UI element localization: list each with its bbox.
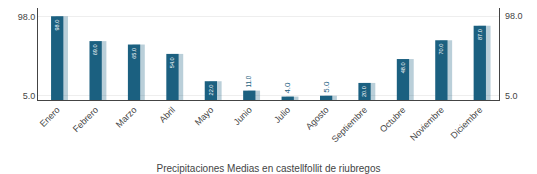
svg-text:69.0: 69.0 <box>92 45 98 56</box>
svg-text:54.0: 54.0 <box>169 57 175 68</box>
svg-text:65.0: 65.0 <box>131 48 137 59</box>
svg-text:Julio: Julio <box>272 105 292 125</box>
svg-text:Precipitaciones Medias en cast: Precipitaciones Medias en castellfollit … <box>156 163 380 174</box>
svg-text:Noviembre: Noviembre <box>408 105 446 143</box>
svg-text:87.0: 87.0 <box>477 29 483 40</box>
svg-text:Enero: Enero <box>38 105 62 129</box>
svg-text:20.0: 20.0 <box>361 86 367 97</box>
svg-text:11.0: 11.0 <box>245 75 252 87</box>
svg-text:22.0: 22.0 <box>208 85 214 96</box>
svg-text:4.0: 4.0 <box>283 82 292 94</box>
svg-text:Mayo: Mayo <box>193 105 216 128</box>
svg-text:70.0: 70.0 <box>438 44 444 55</box>
svg-text:Junio: Junio <box>232 105 254 127</box>
svg-text:Abril: Abril <box>157 105 177 125</box>
svg-text:48.0: 48.0 <box>400 62 406 73</box>
svg-text:98.0: 98.0 <box>505 11 523 21</box>
svg-text:5.0: 5.0 <box>23 91 36 101</box>
svg-text:Diciembre: Diciembre <box>449 105 485 141</box>
svg-text:Agosto: Agosto <box>304 105 331 132</box>
svg-text:Febrero: Febrero <box>71 105 100 134</box>
svg-text:5.0: 5.0 <box>322 81 331 93</box>
svg-text:Octubre: Octubre <box>378 105 408 135</box>
svg-text:Marzo: Marzo <box>114 105 139 130</box>
svg-text:98.0: 98.0 <box>54 20 60 31</box>
svg-text:5.0: 5.0 <box>505 91 518 101</box>
svg-text:98.0: 98.0 <box>18 12 36 22</box>
svg-text:Septiembre: Septiembre <box>330 105 370 145</box>
